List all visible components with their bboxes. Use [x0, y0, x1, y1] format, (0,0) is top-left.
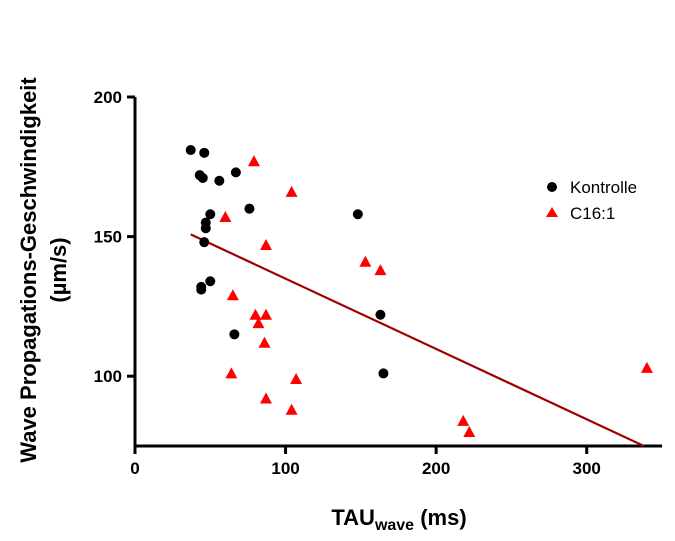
axes: 0 100 200 300 100 150 200 — [94, 88, 662, 478]
point-c16 — [258, 336, 271, 348]
point-kontrolle — [378, 368, 389, 379]
y-axis-title: Wave Propagations-Geschwindigkeit — [16, 77, 41, 463]
point-kontrolle — [199, 147, 210, 158]
point-c16 — [374, 264, 387, 276]
point-c16 — [252, 317, 265, 329]
point-c16 — [249, 308, 262, 320]
point-kontrolle — [229, 329, 240, 340]
trendline-group — [190, 233, 645, 447]
y-tick-label: 100 — [94, 367, 122, 386]
y-axis-unit: (µm/s) — [46, 237, 71, 302]
point-c16 — [457, 414, 470, 426]
x-tick-label: 200 — [422, 459, 450, 478]
point-c16 — [225, 367, 238, 379]
point-c16 — [285, 185, 298, 197]
point-c16 — [259, 308, 272, 320]
x-tick-label: 0 — [130, 459, 139, 478]
point-c16 — [259, 238, 272, 250]
legend-marker-c16 — [546, 207, 558, 217]
data-points — [185, 145, 653, 438]
point-c16 — [219, 211, 232, 223]
y-tick-label: 200 — [94, 88, 122, 107]
point-c16 — [640, 361, 653, 373]
point-kontrolle — [199, 237, 210, 248]
legend-label-c16: C16:1 — [570, 204, 615, 223]
point-kontrolle — [185, 145, 196, 156]
legend-label-kontrolle: Kontrolle — [570, 178, 637, 197]
x-tick-label: 300 — [573, 459, 601, 478]
point-kontrolle — [375, 309, 386, 320]
x-tick-label: 100 — [271, 459, 299, 478]
y-tick-label: 150 — [94, 228, 122, 247]
point-kontrolle — [205, 209, 216, 220]
point-c16 — [259, 392, 272, 404]
point-kontrolle — [200, 223, 211, 234]
point-kontrolle — [197, 172, 208, 183]
point-kontrolle — [244, 203, 255, 214]
x-axis-title-unit: (ms) — [414, 505, 467, 530]
point-kontrolle — [352, 209, 363, 220]
legend: Kontrolle C16:1 — [546, 178, 637, 223]
point-kontrolle — [196, 284, 207, 295]
legend-marker-kontrolle — [547, 182, 557, 192]
point-kontrolle — [230, 167, 241, 178]
point-c16 — [290, 372, 303, 384]
x-axis-title-main: TAU — [331, 505, 375, 530]
point-kontrolle — [205, 276, 216, 287]
trendline — [190, 233, 645, 447]
point-kontrolle — [214, 175, 225, 186]
x-axis-title: TAUwave (ms) — [331, 505, 466, 534]
point-c16 — [226, 289, 239, 301]
point-c16 — [359, 255, 372, 267]
point-c16 — [247, 155, 260, 167]
x-axis-title-subscript: wave — [374, 517, 414, 534]
point-c16 — [463, 426, 476, 438]
point-c16 — [285, 403, 298, 415]
